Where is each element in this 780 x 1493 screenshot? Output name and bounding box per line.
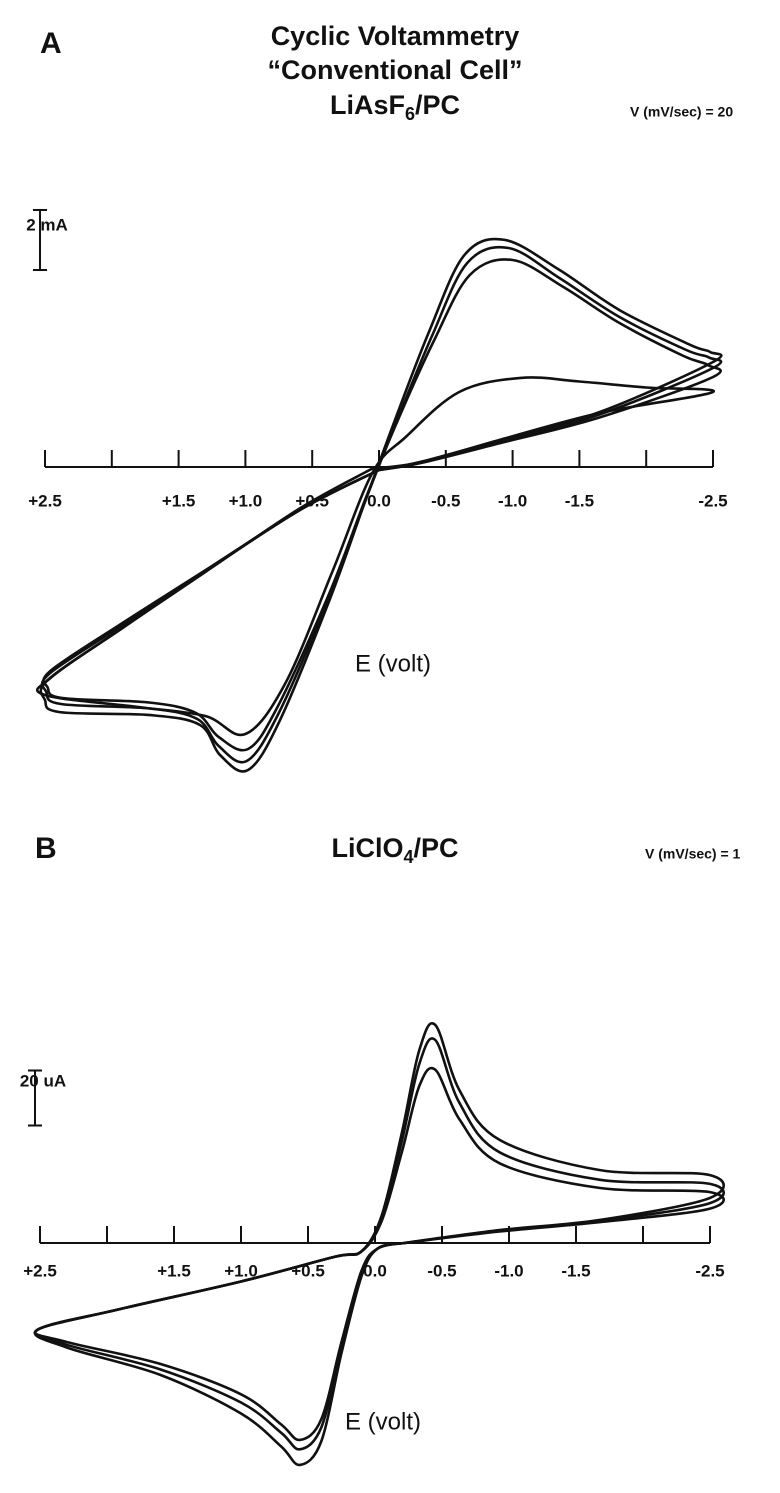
x-tick-label: -1.0	[494, 1261, 523, 1280]
x-tick-label: -0.5	[431, 491, 460, 510]
x-tick-label: -1.5	[565, 491, 594, 510]
x-tick-label: +2.5	[23, 1261, 57, 1280]
annotation: V (mV/sec) = 20	[630, 104, 733, 120]
formula-part: 4	[403, 847, 413, 867]
x-tick-label: -2.5	[698, 491, 727, 510]
x-tick-label: +2.5	[28, 491, 62, 510]
chart-title: Cyclic Voltammetry	[271, 21, 520, 51]
formula-part: /PC	[414, 833, 459, 863]
x-tick-label: -2.5	[695, 1261, 724, 1280]
formula-part: 6	[405, 104, 415, 124]
formula-part: /PC	[415, 90, 460, 120]
x-tick-label: 0.0	[367, 491, 391, 510]
x-axis-label: E (volt)	[345, 1408, 421, 1435]
scale-bar	[33, 209, 47, 271]
chart-subtitle: LiClO4/PC	[331, 833, 458, 867]
cv-curve	[33, 1066, 726, 1442]
scale-bar-label: 20 uA	[20, 1071, 66, 1090]
formula-part: LiClO	[331, 833, 403, 863]
x-tick-label: -0.5	[427, 1261, 456, 1280]
x-tick-label: -1.0	[498, 491, 527, 510]
x-tick-label: +1.5	[157, 1261, 191, 1280]
x-axis-label: E (volt)	[355, 650, 431, 677]
panel: B LiClO4/PC V (mV/sec) = 1 E (volt) 20 uA +2.…	[20, 832, 741, 1467]
cv-curve	[35, 376, 715, 737]
scale-bar	[28, 1069, 42, 1127]
cv-curve	[33, 1022, 725, 1467]
x-tick-label: +1.5	[162, 491, 196, 510]
x-tick-label: +1.0	[224, 1261, 258, 1280]
x-tick-label: +1.0	[229, 491, 263, 510]
annotation: V (mV/sec) = 1	[645, 846, 741, 862]
chart-subtitle: LiAsF6/PC	[330, 90, 460, 124]
cv-curve	[42, 258, 722, 752]
panel: A Cyclic Voltammetry “Conventional Cell” Li…	[26, 21, 733, 773]
chart-title: “Conventional Cell”	[267, 55, 522, 85]
formula-part: LiAsF	[330, 90, 405, 120]
x-tick-label: 0.0	[363, 1261, 387, 1280]
scale-bar-label: 2 mA	[26, 215, 68, 234]
x-tick-label: -1.5	[561, 1261, 590, 1280]
panel-label: A	[40, 27, 62, 60]
panel-label: B	[35, 832, 57, 865]
